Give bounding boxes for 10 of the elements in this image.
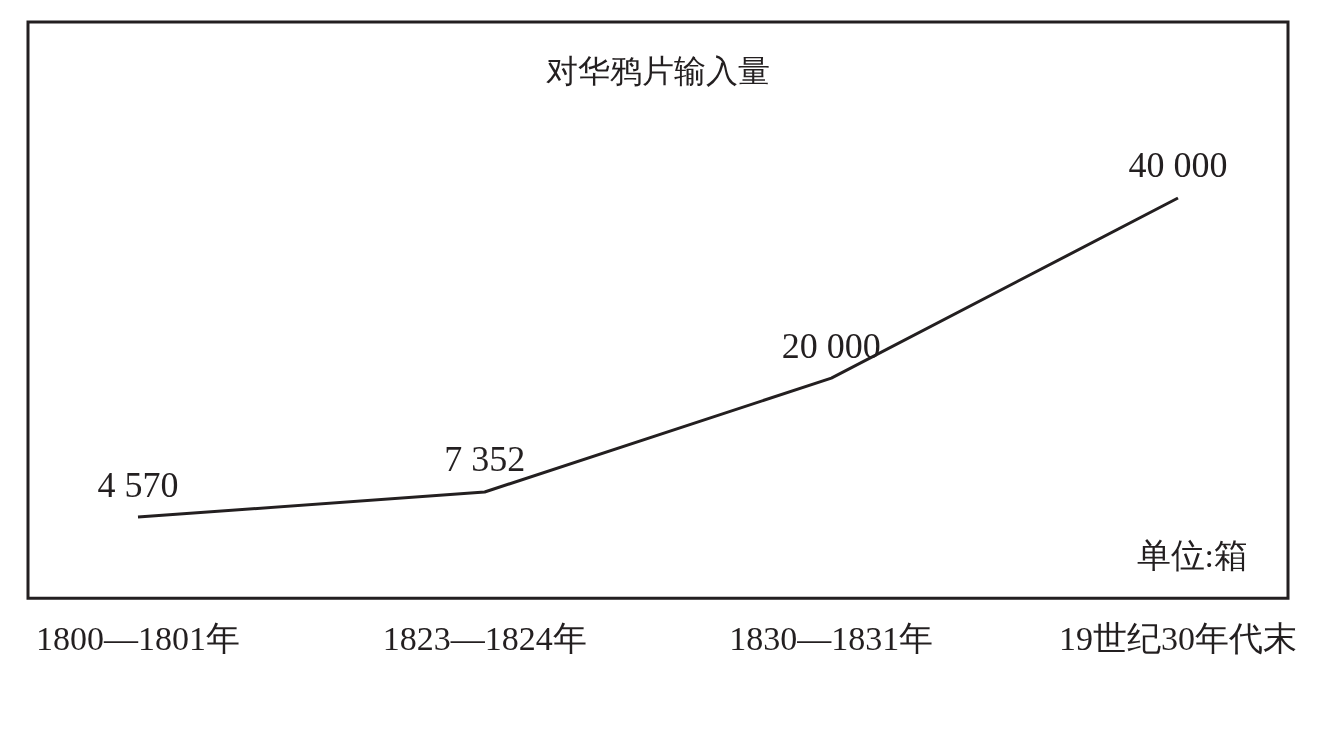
text: 单位:箱 (1136, 537, 1248, 575)
chart-title: 对华鸦片输入量 (546, 53, 770, 90)
data-label: 7 352 (444, 439, 526, 480)
x-tick-label: 1830—1831年 (729, 619, 934, 657)
x-tick-label: 19世纪30年代末 (1059, 619, 1297, 657)
x-tick-label: 1823—1824年 (382, 619, 587, 657)
x-tick-label: 1800—1801年 (36, 619, 240, 657)
data-label: 4 570 (97, 464, 179, 505)
data-label: 40 000 (1128, 145, 1228, 186)
data-label: 20 000 (781, 325, 881, 366)
